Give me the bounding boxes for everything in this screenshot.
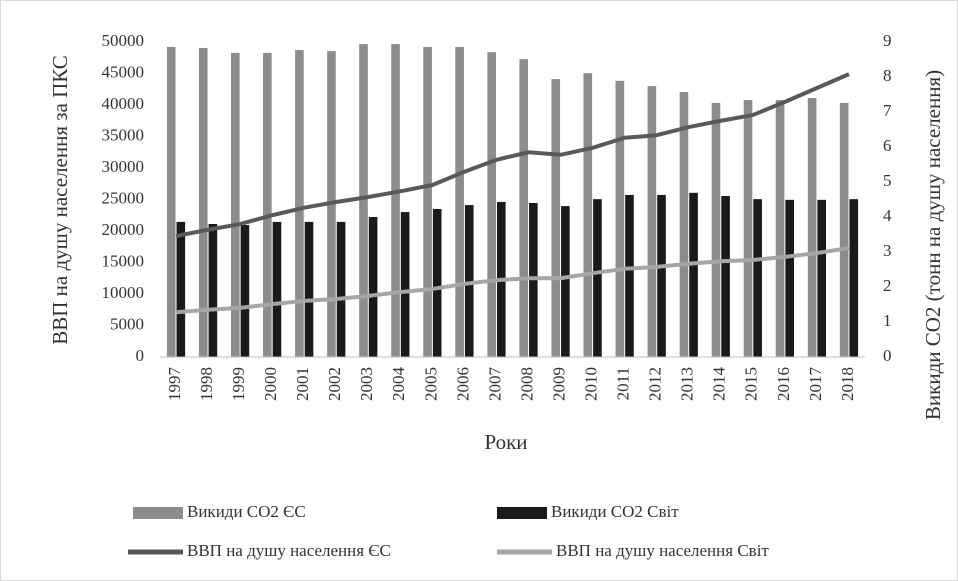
x-tick-label: 2009: [549, 367, 568, 401]
bar: [817, 199, 827, 357]
x-tick-label: 2002: [325, 367, 344, 401]
y-tick-label: 5000: [110, 314, 144, 333]
bar: [432, 208, 442, 357]
bar: [176, 221, 186, 357]
x-tick-label: 2018: [838, 367, 857, 401]
x-tick-label: 1998: [197, 367, 216, 401]
y2-tick-label: 9: [883, 31, 892, 50]
y2-tick-label: 3: [883, 241, 892, 260]
bar: [263, 52, 272, 357]
x-tick-label: 2006: [453, 367, 472, 401]
y2-tick-label: 7: [883, 101, 892, 120]
x-axis-title: Роки: [484, 430, 527, 454]
y-tick-label: 40000: [102, 94, 145, 113]
bar: [304, 221, 314, 357]
x-tick-label: 2011: [614, 367, 633, 400]
x-tick-label: 2014: [710, 367, 729, 402]
bar: [689, 192, 698, 357]
y-tick-label: 10000: [102, 283, 145, 302]
legend-label: Викиди СО2 ЄС: [187, 502, 306, 521]
bar: [272, 221, 282, 357]
x-tick-label: 2010: [582, 367, 601, 401]
bar: [711, 102, 721, 358]
y-tick-label: 50000: [102, 31, 145, 50]
y-tick-label: 30000: [102, 157, 145, 176]
bar: [615, 80, 625, 357]
bar: [208, 224, 218, 357]
legend-label: Викиди СО2 Світ: [551, 502, 679, 521]
bar: [753, 199, 762, 357]
bar: [657, 194, 666, 357]
bar: [839, 102, 849, 358]
x-tick-label: 2000: [261, 367, 280, 401]
line: [175, 246, 850, 315]
legend-label: ВВП на душу населення Світ: [556, 541, 769, 560]
x-tick-label: 2017: [806, 367, 825, 402]
bar: [464, 205, 474, 357]
x-tick-label: 2004: [389, 367, 408, 402]
y2-axis-title: Викиди СО2 (тонн на душу населення): [921, 70, 945, 420]
bar: [423, 46, 432, 358]
bar: [561, 206, 570, 357]
x-tick-label: 1999: [229, 367, 248, 401]
bar: [359, 44, 368, 357]
y2-tick-label: 2: [883, 276, 892, 295]
x-tick-label: 2016: [774, 367, 793, 401]
y2-tick-label: 5: [883, 171, 892, 190]
bar: [240, 225, 250, 357]
y-tick-label: 15000: [102, 251, 145, 270]
bar: [807, 98, 817, 357]
legend-label: ВВП на душу населення ЄС: [187, 541, 391, 560]
bar: [647, 86, 657, 357]
bar: [593, 199, 602, 357]
y2-tick-label: 1: [883, 311, 892, 330]
x-tick-label: 2003: [357, 367, 376, 401]
y-tick-label: 0: [136, 346, 145, 365]
bar: [721, 196, 730, 357]
bar: [231, 52, 240, 357]
bar: [295, 50, 304, 358]
x-tick-label: 2013: [678, 367, 697, 401]
y2-tick-label: 6: [883, 136, 892, 155]
y-tick-label: 20000: [102, 220, 145, 239]
y-tick-label: 25000: [102, 188, 145, 207]
bar: [336, 221, 346, 357]
x-tick-label: 2007: [485, 367, 504, 402]
x-tick-label: 1997: [165, 367, 184, 402]
y2-tick-label: 8: [883, 66, 892, 85]
bar: [743, 100, 753, 357]
x-tick-label: 2001: [293, 367, 312, 401]
bar: [583, 73, 593, 358]
legend-swatch: [133, 507, 183, 519]
bar: [166, 46, 176, 358]
x-tick-label: 2015: [742, 367, 761, 401]
bar: [785, 199, 794, 357]
bar: [849, 199, 859, 357]
bar: [519, 59, 529, 358]
bar: [198, 47, 208, 357]
bar: [368, 217, 378, 357]
x-tick-label: 2005: [421, 367, 440, 401]
bar: [551, 79, 561, 357]
bar: [455, 46, 464, 358]
bar: [775, 100, 785, 357]
y-tick-label: 45000: [102, 62, 145, 81]
line: [175, 72, 850, 239]
y-tick-label: 35000: [102, 125, 145, 144]
legend-swatch: [497, 507, 547, 519]
bar: [487, 52, 496, 358]
bar: [391, 44, 400, 357]
y2-tick-label: 0: [883, 346, 892, 365]
y2-tick-label: 4: [883, 206, 892, 225]
bar: [625, 194, 634, 357]
y-axis-title: ВВП на душу населення за ПКС: [48, 55, 72, 345]
bar: [679, 92, 689, 358]
x-tick-label: 2012: [646, 367, 665, 401]
x-tick-label: 2008: [517, 367, 536, 401]
bar: [400, 212, 410, 357]
